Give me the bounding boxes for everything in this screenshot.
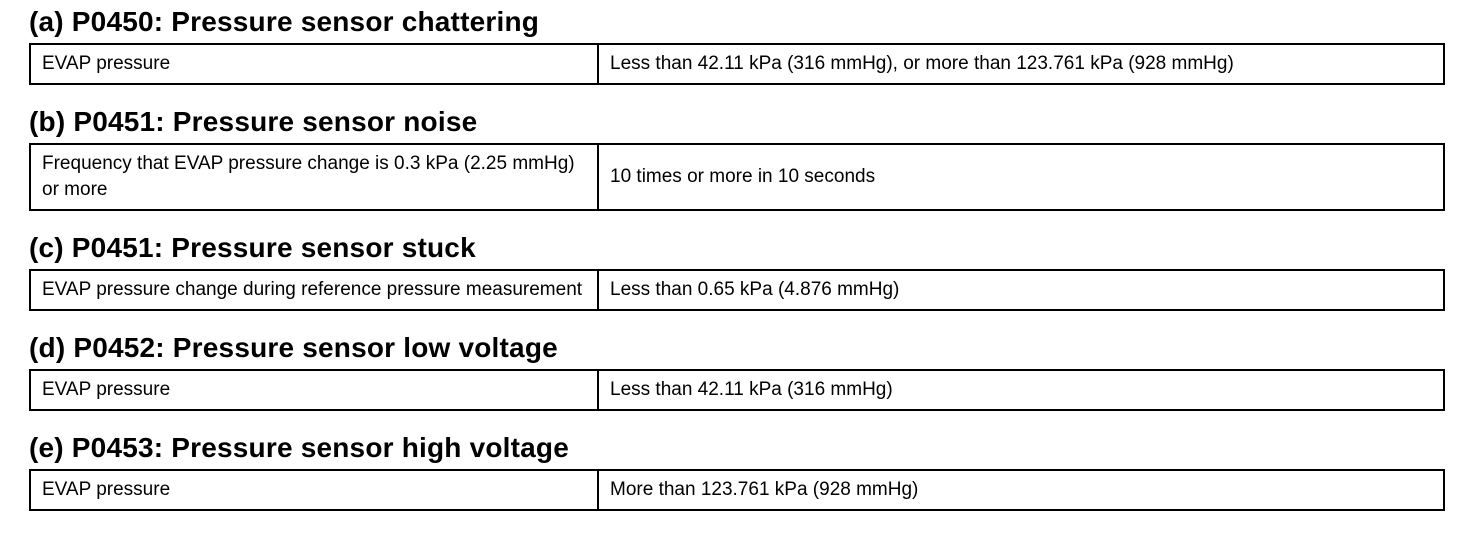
condition-table: Frequency that EVAP pressure change is 0…	[29, 143, 1445, 211]
table-row: EVAP pressure Less than 42.11 kPa (316 mm…	[29, 43, 1445, 85]
condition-value: Less than 0.65 kPa (4.876 mmHg)	[597, 269, 1445, 311]
table-row: EVAP pressure Less than 42.11 kPa (316 mm…	[29, 369, 1445, 411]
condition-table: EVAP pressure More than 123.761 kPa (928 …	[29, 469, 1445, 511]
document: (a) P0450: Pressure sensor chattering EVA…	[29, 5, 1445, 511]
section-heading: (a) P0450: Pressure sensor chattering	[29, 6, 540, 37]
condition-table: EVAP pressure Less than 42.11 kPa (316 mm…	[29, 369, 1445, 411]
section-heading: (d) P0452: Pressure sensor low voltage	[29, 332, 558, 363]
condition-name: EVAP pressure	[29, 43, 599, 85]
condition-name: EVAP pressure change during reference pr…	[29, 269, 599, 311]
condition-table: EVAP pressure change during reference pr…	[29, 269, 1445, 311]
table-row: EVAP pressure change during reference pr…	[29, 269, 1445, 311]
condition-table: EVAP pressure Less than 42.11 kPa (316 mm…	[29, 43, 1445, 85]
condition-value: Less than 42.11 kPa (316 mmHg), or more …	[597, 43, 1445, 85]
condition-value: Less than 42.11 kPa (316 mmHg)	[597, 369, 1445, 411]
condition-name: EVAP pressure	[29, 469, 599, 511]
section-heading: (e) P0453: Pressure sensor high voltage	[29, 432, 570, 463]
table-row: Frequency that EVAP pressure change is 0…	[29, 143, 1445, 211]
table-row: EVAP pressure More than 123.761 kPa (928 …	[29, 469, 1445, 511]
section-heading: (c) P0451: Pressure sensor stuck	[29, 232, 476, 263]
section-heading: (b) P0451: Pressure sensor noise	[29, 106, 478, 137]
condition-name: EVAP pressure	[29, 369, 599, 411]
condition-value: More than 123.761 kPa (928 mmHg)	[597, 469, 1445, 511]
condition-name: Frequency that EVAP pressure change is 0…	[29, 143, 599, 211]
condition-value: 10 times or more in 10 seconds	[597, 143, 1445, 211]
